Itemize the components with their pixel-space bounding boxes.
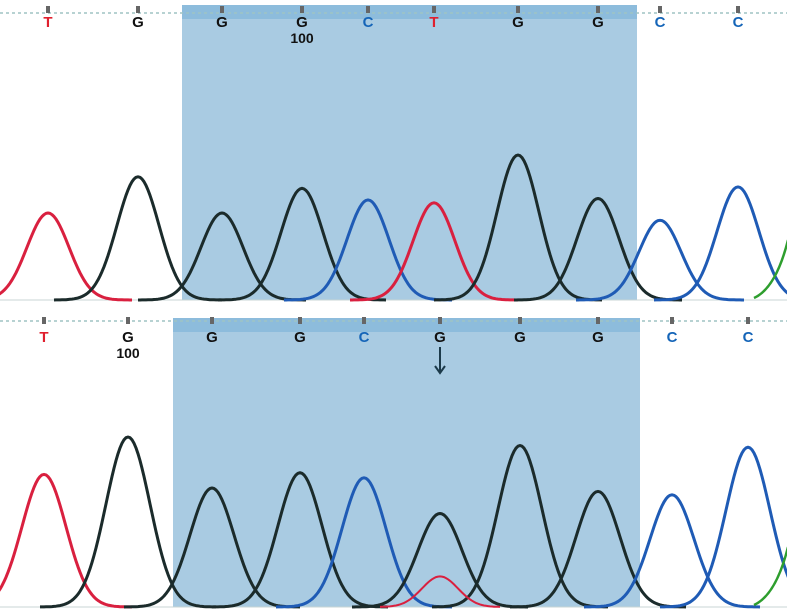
base-call-label: G xyxy=(132,14,144,31)
base-call-label: C xyxy=(743,329,754,346)
highlight-region-header xyxy=(173,318,640,332)
trace-peak-C xyxy=(583,493,761,609)
base-tick xyxy=(366,6,370,13)
trace-peak-T xyxy=(0,472,133,609)
base-call-label: C xyxy=(359,329,370,346)
base-tick xyxy=(362,317,366,324)
trace-peak-G xyxy=(123,486,301,609)
base-tick xyxy=(438,317,442,324)
base-call-label: T xyxy=(39,329,48,346)
base-tick xyxy=(670,317,674,324)
trace-peak-T xyxy=(0,211,132,302)
base-tick xyxy=(46,6,50,13)
position-marker-label: 100 xyxy=(116,345,140,361)
base-call-label: G xyxy=(512,14,524,31)
base-tick xyxy=(42,317,46,324)
base-call-label: T xyxy=(43,14,52,31)
base-call-label: C xyxy=(733,14,744,31)
base-tick xyxy=(596,6,600,13)
base-tick xyxy=(136,6,140,13)
highlight-region-header xyxy=(182,5,637,19)
base-tick xyxy=(220,6,224,13)
base-tick xyxy=(300,6,304,13)
chromatogram-track-bottom: T G G G C G G G C C 100 xyxy=(0,317,787,609)
chromatogram-track-top: T G G G C T G G C C 100 xyxy=(0,5,787,302)
base-call-label: T xyxy=(429,14,438,31)
position-marker-label: 100 xyxy=(290,30,314,46)
trace-peak-C xyxy=(576,218,744,302)
trace-peak-G xyxy=(509,489,687,609)
trace-peak-C xyxy=(660,445,787,609)
highlight-region xyxy=(173,318,640,607)
base-tick xyxy=(518,317,522,324)
base-tick xyxy=(126,317,130,324)
trace-peak-G xyxy=(352,512,528,609)
trace-peak-G xyxy=(138,211,306,302)
base-call-label: G xyxy=(206,329,218,346)
base-call-label: G xyxy=(294,329,306,346)
base-call-label: C xyxy=(655,14,666,31)
trace-peak-G xyxy=(514,197,682,302)
base-call-label: G xyxy=(592,329,604,346)
trace-peak-C xyxy=(653,185,787,302)
base-tick xyxy=(432,6,436,13)
highlight-region xyxy=(182,5,637,300)
trace-peak-G xyxy=(433,153,603,302)
mutation-arrow-icon xyxy=(434,365,446,375)
trace-peak-C xyxy=(284,198,452,302)
base-tick xyxy=(516,6,520,13)
base-call-label: G xyxy=(122,329,134,346)
trace-peak-A xyxy=(753,546,787,607)
base-call-label: G xyxy=(296,14,308,31)
base-tick xyxy=(596,317,600,324)
base-call-label: G xyxy=(514,329,526,346)
base-tick xyxy=(736,6,740,13)
base-tick xyxy=(210,317,214,324)
base-tick xyxy=(658,6,662,13)
trace-peak-G xyxy=(40,435,216,609)
base-call-label: C xyxy=(667,329,678,346)
trace-peak-G xyxy=(432,444,608,609)
base-tick xyxy=(298,317,302,324)
base-call-label: G xyxy=(434,329,446,346)
trace-peak-C xyxy=(275,476,453,609)
trace-secondary-peak-T xyxy=(379,575,501,608)
trace-peak-G xyxy=(211,471,389,609)
base-tick xyxy=(746,317,750,324)
base-call-label: G xyxy=(216,14,228,31)
trace-peak-G xyxy=(217,186,387,302)
trace-peak-G xyxy=(53,175,223,302)
base-call-label: C xyxy=(363,14,374,31)
base-call-label: G xyxy=(592,14,604,31)
trace-peak-A xyxy=(753,239,787,300)
trace-peak-T xyxy=(350,201,518,302)
